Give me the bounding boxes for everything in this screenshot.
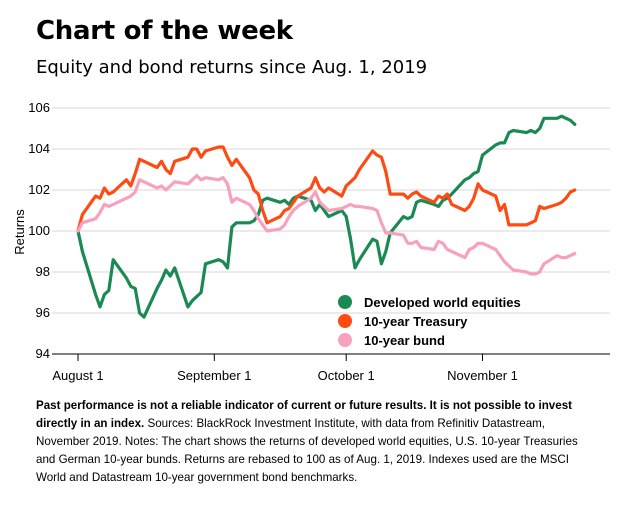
series-line-bund	[76, 174, 577, 276]
legend-marker-treasury	[338, 314, 352, 328]
x-tick-label: October 1	[318, 368, 375, 383]
y-tick-label: 96	[36, 305, 50, 320]
legend-label-bund: 10-year bund	[364, 333, 445, 348]
y-tick-label: 94	[36, 346, 50, 361]
y-tick-label: 106	[28, 100, 50, 115]
axis-layer: 94 96 98 100 102 104 106 August 1 September 1 Oct…	[28, 100, 610, 383]
x-tick-label: November 1	[447, 368, 518, 383]
legend-marker-equities	[338, 295, 352, 309]
y-tick-label: 104	[28, 141, 50, 156]
source-notes: Past performance is not a reliable indic…	[36, 397, 596, 487]
page-subtitle: Equity and bond returns since Aug. 1, 20…	[36, 57, 428, 78]
y-tick-label: 102	[28, 182, 50, 197]
grid-layer	[52, 107, 610, 314]
x-tick-label: August 1	[52, 368, 103, 383]
series-line-treasury	[76, 145, 577, 233]
legend-marker-bund	[338, 333, 352, 347]
y-tick-label: 98	[36, 264, 50, 279]
disclaimer-text: Past performance is not a reliable indic…	[36, 399, 573, 430]
notes-text: Sources: BlackRock Investment Institute,…	[36, 417, 578, 484]
page-title: Chart of the week	[36, 16, 293, 46]
series-layer	[76, 114, 577, 319]
x-tick-label: September 1	[177, 368, 251, 383]
y-tick-label: 100	[28, 223, 50, 238]
legend-label-treasury: 10-year Treasury	[364, 314, 468, 329]
series-line-equities	[76, 114, 577, 319]
chart-legend: Developed world equities 10-year Treasury…	[338, 295, 521, 348]
line-chart: 94 96 98 100 102 104 106 August 1 September 1 Oct…	[12, 100, 610, 383]
legend-label-equities: Developed world equities	[364, 295, 521, 310]
y-axis-label: Returns	[12, 209, 27, 255]
